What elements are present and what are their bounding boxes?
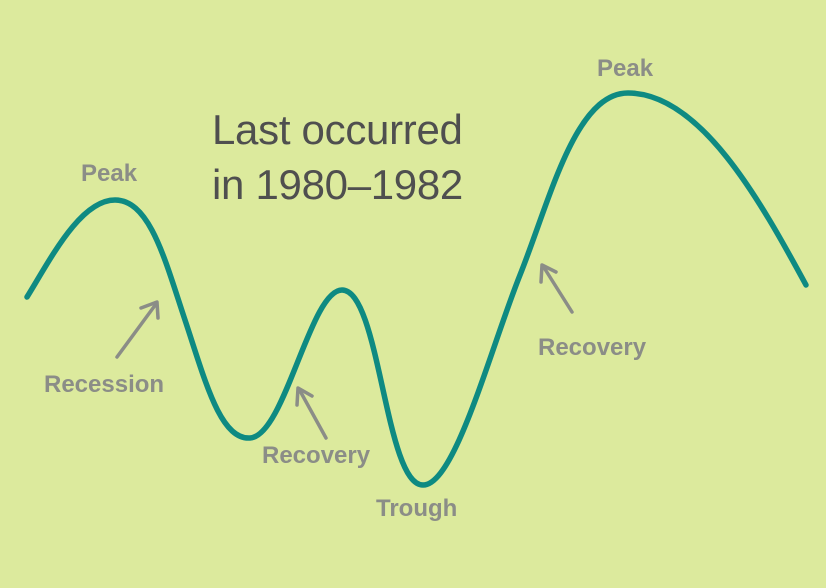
headline-line-1: Last occurred (212, 106, 463, 153)
cycle-curve (24, 90, 809, 488)
recession-arrowhead (139, 300, 160, 320)
recovery-main-arrow (541, 264, 574, 314)
headline-line-2: in 1980–1982 (212, 161, 463, 208)
label-trough: Trough (376, 495, 458, 522)
label-peak-right: Peak (597, 55, 654, 82)
label-recovery-small: Recovery (262, 442, 371, 469)
recovery-small-arrow (297, 387, 328, 440)
recovery-small-arrowhead (295, 386, 314, 407)
label-peak-left: Peak (81, 160, 138, 187)
label-recession: Recession (44, 371, 165, 398)
recession-arrow (115, 302, 158, 359)
recovery-main-arrowhead (539, 263, 558, 284)
label-recovery-main: Recovery (538, 334, 647, 361)
headline: Last occurred in 1980–1982 (212, 102, 542, 212)
